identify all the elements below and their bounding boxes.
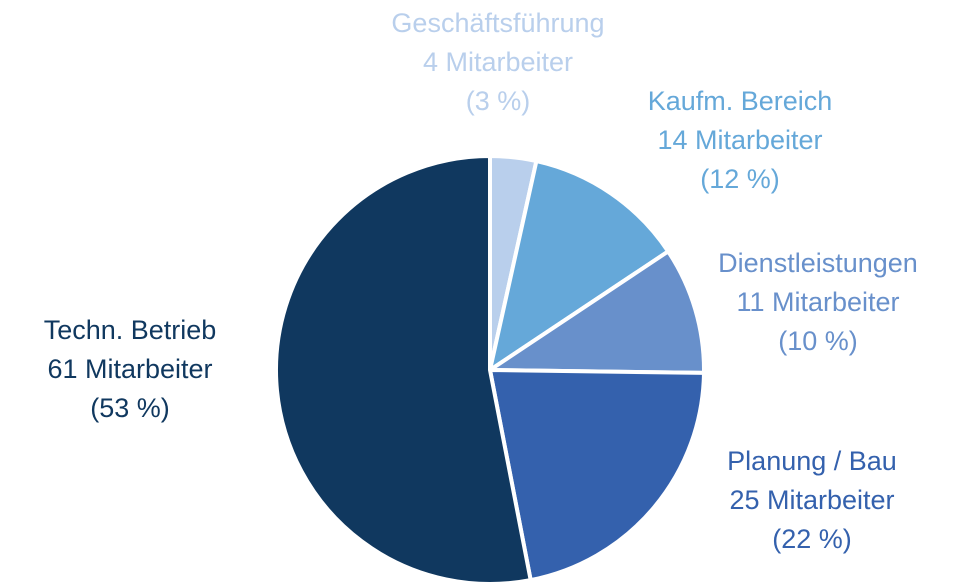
slice-percent-label: (12 %) (700, 164, 780, 194)
slice-value-label: 11 Mitarbeiter (736, 287, 899, 317)
slice-label: Geschäftsführung (391, 8, 604, 38)
slice-percent-label: (53 %) (90, 393, 170, 423)
pie-slice (274, 154, 533, 583)
slice-value-label: 14 Mitarbeiter (657, 125, 822, 155)
pie-slice (488, 249, 706, 375)
slice-percent-label: (3 %) (466, 86, 531, 116)
slice-label: Kaufm. Bereich (648, 86, 833, 116)
slice-label: Techn. Betrieb (44, 315, 217, 345)
slice-value-label: 4 Mitarbeiter (423, 47, 573, 77)
pie-slice (488, 368, 706, 583)
pie-slice (488, 159, 671, 372)
slice-value-label: 61 Mitarbeiter (47, 354, 212, 384)
slice-value-label: 25 Mitarbeiter (729, 485, 894, 515)
slice-percent-label: (10 %) (778, 326, 858, 356)
slice-percent-label: (22 %) (772, 524, 852, 554)
slice-label: Dienstleistungen (718, 248, 918, 278)
slice-label: Planung / Bau (727, 446, 897, 476)
